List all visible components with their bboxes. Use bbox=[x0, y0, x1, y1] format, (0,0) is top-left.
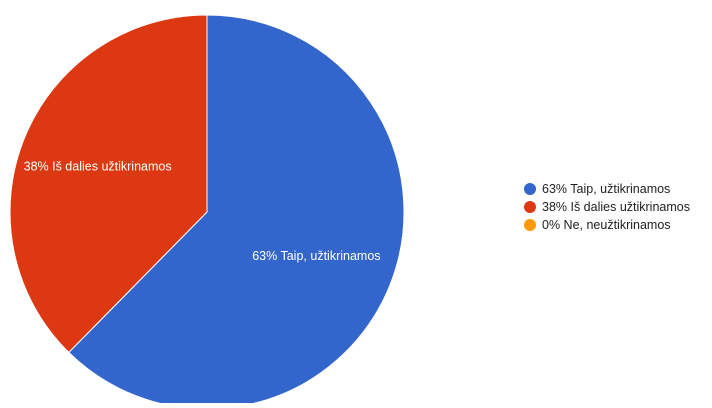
legend-item-no[interactable]: 0% Ne, neužtikrinamos bbox=[524, 216, 690, 234]
legend-swatch-partial bbox=[524, 201, 536, 213]
legend-swatch-yes bbox=[524, 183, 536, 195]
legend-swatch-no bbox=[524, 219, 536, 231]
pie-slice-partial[interactable] bbox=[9, 14, 208, 354]
legend-label-partial: 38% Iš dalies užtikrinamos bbox=[542, 200, 690, 214]
chart-legend: 63% Taip, užtikrinamos 38% Iš dalies užt… bbox=[524, 180, 690, 234]
legend-item-partial[interactable]: 38% Iš dalies užtikrinamos bbox=[524, 198, 690, 216]
legend-label-yes: 63% Taip, užtikrinamos bbox=[542, 182, 671, 196]
slice-label-yes: 63% Taip, užtikrinamos bbox=[252, 249, 380, 263]
legend-item-yes[interactable]: 63% Taip, užtikrinamos bbox=[524, 180, 690, 198]
legend-label-no: 0% Ne, neužtikrinamos bbox=[542, 218, 671, 232]
slice-label-partial: 38% Iš dalies užtikrinamos bbox=[24, 159, 172, 173]
